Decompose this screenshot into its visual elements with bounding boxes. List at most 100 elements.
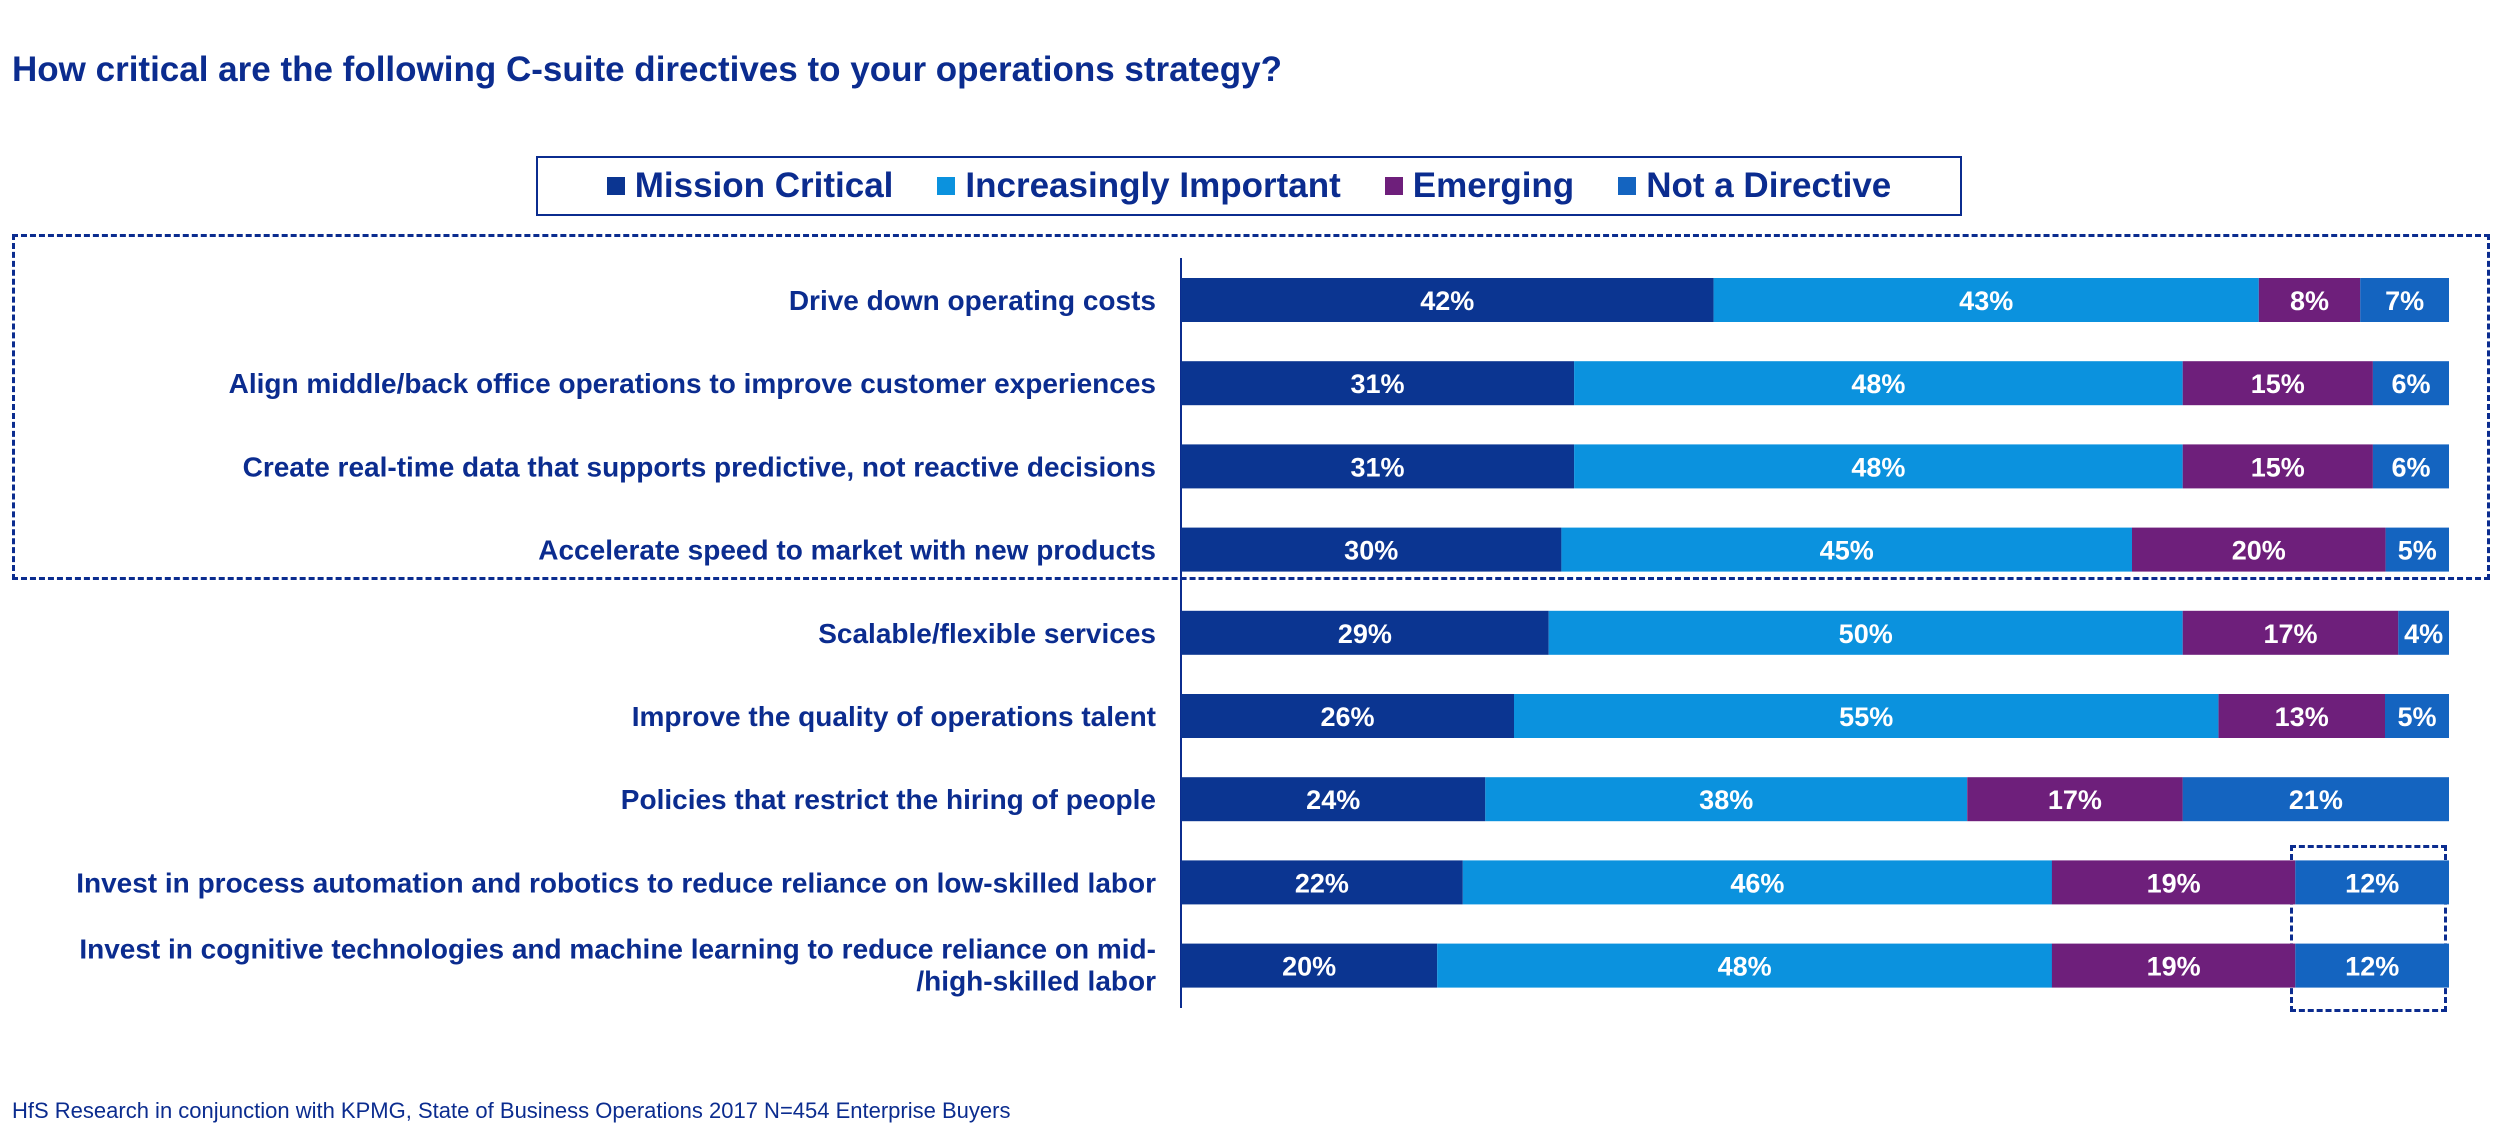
legend-label-increasingly-important: Increasingly Important <box>965 166 1341 205</box>
data-label: 5% <box>2397 702 2436 732</box>
category-label: Scalable/flexible services <box>818 618 1156 649</box>
highlight-frame-top-directives <box>12 234 2490 580</box>
bar-segment <box>2182 610 2399 655</box>
chart-title: How critical are the following C-suite d… <box>12 50 1282 89</box>
bar-segment <box>2398 610 2449 655</box>
bar-segment <box>2360 278 2449 322</box>
legend-item-mission-critical: Mission Critical <box>606 166 894 206</box>
data-label: 30% <box>1344 536 1398 566</box>
data-label: 5% <box>2398 536 2437 566</box>
data-label: 7% <box>2385 286 2424 316</box>
bar-segment <box>2258 278 2361 322</box>
bar-segment <box>1574 361 2183 406</box>
legend-item-not-a-directive: Not a Directive <box>1618 166 1891 206</box>
legend-label-mission-critical: Mission Critical <box>634 166 894 205</box>
data-label: 20% <box>2232 536 2286 566</box>
data-label: 6% <box>2391 452 2430 482</box>
highlight-frame-not-a-directive <box>2290 845 2447 1012</box>
category-label: Create real-time data that supports pred… <box>243 451 1156 482</box>
bar-segment <box>2051 860 2296 905</box>
data-label: 6% <box>2391 369 2430 399</box>
bar-segment <box>1548 610 2183 655</box>
legend-item-emerging: Emerging <box>1384 166 1575 206</box>
bar-segment <box>2295 860 2449 905</box>
data-label: 31% <box>1350 452 1404 482</box>
bar-segment <box>2132 527 2386 572</box>
bar-segment <box>2051 943 2296 988</box>
data-label: 31% <box>1350 369 1404 399</box>
data-label: 22% <box>1295 868 1349 898</box>
legend-swatch-mission-critical <box>606 177 625 195</box>
bar-segment <box>1574 444 2183 489</box>
data-label: 8% <box>2290 286 2329 316</box>
legend-swatch-increasingly-important <box>937 177 956 195</box>
legend: Mission Critical Increasingly Important … <box>536 156 1962 216</box>
category-label: Drive down operating costs <box>789 285 1156 316</box>
source-note: HfS Research in conjunction with KPMG, S… <box>12 1098 1011 1123</box>
data-label: 48% <box>1718 952 1772 982</box>
data-label: 13% <box>2275 702 2329 732</box>
data-label: 17% <box>2263 619 2317 649</box>
data-label: 43% <box>1959 286 2013 316</box>
category-label: Accelerate speed to market with new prod… <box>538 535 1156 566</box>
bar-segment <box>2372 361 2449 406</box>
legend-label-emerging: Emerging <box>1412 166 1575 205</box>
bar-segment <box>1181 278 1714 322</box>
bar-segment <box>1181 943 1438 988</box>
data-label: 55% <box>1839 702 1893 732</box>
data-label: 29% <box>1338 619 1392 649</box>
data-label: 15% <box>2251 369 2305 399</box>
category-label: Invest in cognitive technologies and mac… <box>79 934 1156 997</box>
bar-segment <box>1181 860 1463 905</box>
data-label: 48% <box>1851 369 1905 399</box>
bar-segment <box>2182 777 2449 822</box>
bar-segment <box>1561 527 2132 572</box>
data-label: 45% <box>1820 536 1874 566</box>
category-label: Align middle/back office operations to i… <box>229 368 1156 399</box>
bar-segment <box>1462 860 2052 905</box>
bar-segment <box>2182 361 2373 406</box>
bar-segment <box>1514 694 2219 738</box>
bar-segment <box>1967 777 2183 822</box>
bar-segment <box>1713 278 2259 322</box>
data-label: 12% <box>2345 952 2399 982</box>
category-label: Improve the quality of operations talent <box>632 701 1156 732</box>
bar-segment <box>1485 777 1968 822</box>
data-label: 15% <box>2251 452 2305 482</box>
bar-segment <box>1181 444 1575 489</box>
data-label: 21% <box>2289 785 2343 815</box>
bar-segment <box>1181 527 1562 572</box>
data-label: 17% <box>2048 785 2102 815</box>
bar-segment <box>1181 610 1549 655</box>
bar-segment <box>1181 694 1514 738</box>
data-label: 24% <box>1306 785 1360 815</box>
data-label: 46% <box>1730 868 1784 898</box>
legend-item-increasingly-important: Increasingly Important <box>937 166 1341 206</box>
legend-swatch-not-a-directive <box>1618 177 1637 195</box>
data-label: 20% <box>1282 952 1336 982</box>
data-label: 26% <box>1320 702 1374 732</box>
bar-segment <box>2295 943 2449 988</box>
bar-segment <box>2372 444 2449 489</box>
legend-swatch-emerging <box>1384 177 1403 195</box>
category-label: Invest in process automation and robotic… <box>76 867 1156 898</box>
bar-segment <box>2218 694 2385 738</box>
data-label: 50% <box>1839 619 1893 649</box>
legend-label-not-a-directive: Not a Directive <box>1646 166 1892 205</box>
bar-segment <box>1181 361 1575 406</box>
category-label: Policies that restrict the hiring of peo… <box>621 784 1156 815</box>
bars-group: Drive down operating costs 42% 43% 8% 7% Alig… <box>76 278 2449 997</box>
data-label: 48% <box>1851 452 1905 482</box>
data-label: 19% <box>2147 868 2201 898</box>
bar-segment <box>2385 527 2449 572</box>
bar-segment <box>2182 444 2373 489</box>
data-label: 38% <box>1699 785 1753 815</box>
data-label: 4% <box>2404 619 2443 649</box>
data-label: 42% <box>1420 286 1474 316</box>
stacked-bar-chart: Drive down operating costs 42% 43% 8% 7% Alig… <box>76 258 2449 1008</box>
data-label: 12% <box>2345 868 2399 898</box>
bar-segment <box>1181 777 1486 822</box>
data-label: 19% <box>2147 952 2201 982</box>
bar-segment <box>2385 694 2449 738</box>
bar-segment <box>1437 943 2052 988</box>
